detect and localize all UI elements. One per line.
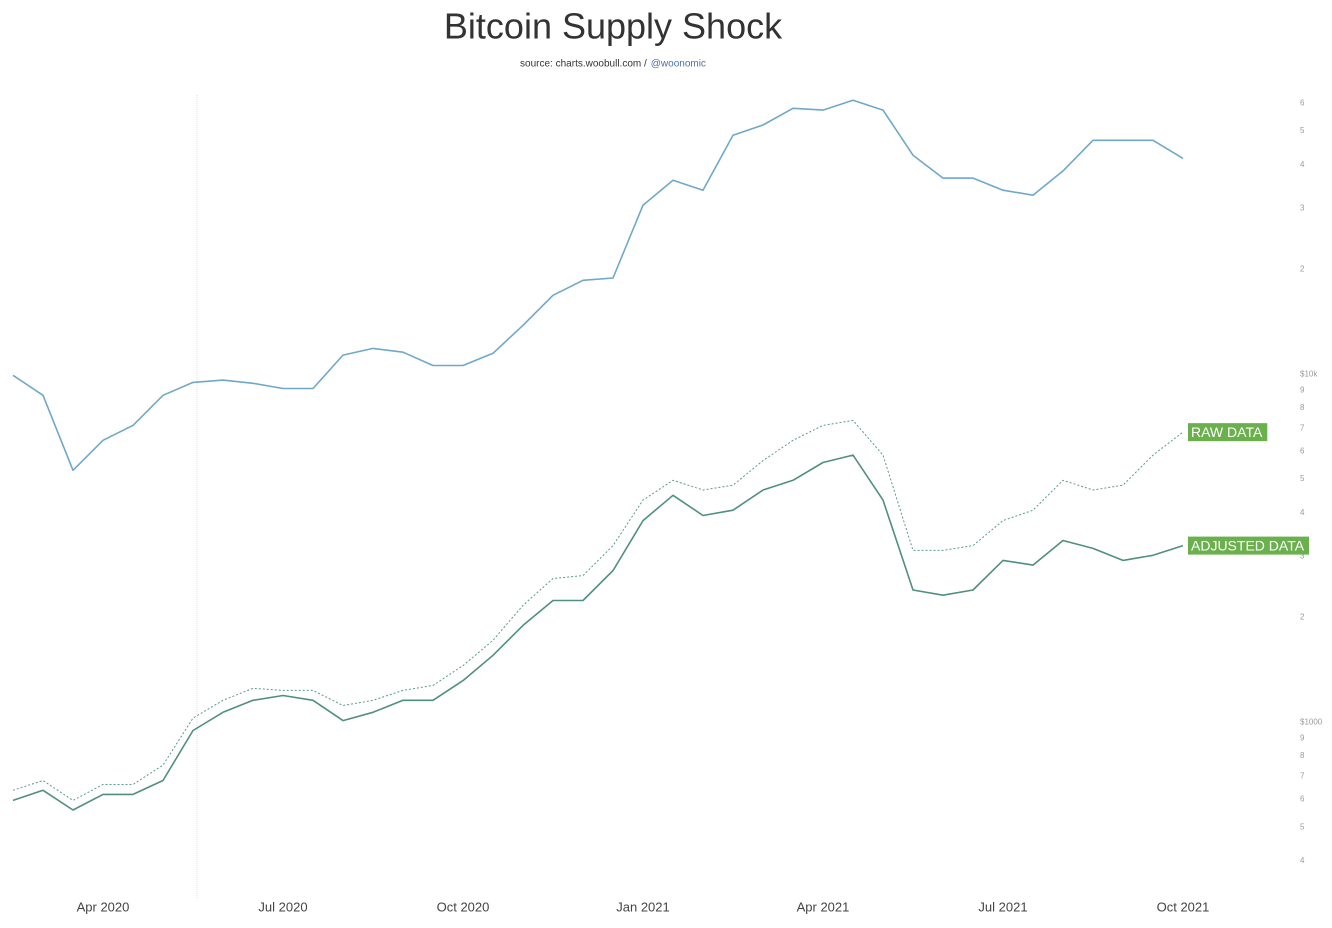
y-tick-label: 7	[1300, 423, 1305, 432]
y-tick-label: 5	[1300, 474, 1305, 483]
series-label: ADJUSTED DATA	[1188, 536, 1310, 555]
y-tick-label: 2	[1300, 613, 1305, 622]
series-label-box	[1188, 536, 1310, 555]
y-tick-label: 4	[1300, 160, 1305, 169]
y-tick-label: 6	[1300, 99, 1305, 108]
y-tick-label: 9	[1300, 733, 1305, 742]
y-tick-label: 8	[1300, 751, 1305, 760]
y-tick-label: 9	[1300, 385, 1305, 394]
y-tick-label: 3	[1300, 203, 1305, 212]
y-tick-label: 5	[1300, 126, 1305, 135]
chart-title: Bitcoin Supply Shock	[444, 6, 783, 47]
y-tick-label: 8	[1300, 403, 1305, 412]
x-tick-label: Oct 2021	[1157, 899, 1210, 914]
series-label-text: ADJUSTED DATA	[1191, 537, 1305, 553]
series-label-text: RAW DATA	[1191, 424, 1263, 440]
y-tick-label: 2	[1300, 265, 1305, 274]
series-line	[12, 454, 1184, 811]
y-tick-label: 4	[1300, 508, 1305, 517]
x-tick-label: Apr 2020	[77, 899, 130, 914]
y-tick-label: 6	[1300, 447, 1305, 456]
series-label-box	[1188, 423, 1268, 442]
y-tick-label: $1000	[1300, 718, 1323, 727]
x-tick-label: Jul 2021	[978, 899, 1027, 914]
chart-subtitle: source: charts.woobull.com /	[520, 59, 647, 70]
y-tick-label: 3	[1300, 551, 1305, 560]
y-tick-label: 4	[1300, 856, 1305, 865]
series-line	[12, 99, 1184, 472]
x-tick-label: Jul 2020	[258, 899, 307, 914]
subtitle-link[interactable]: @woonomic	[651, 59, 706, 70]
y-tick-label: $10k	[1300, 369, 1318, 378]
x-tick-label: Apr 2021	[797, 899, 850, 914]
y-tick-label: 6	[1300, 795, 1305, 804]
series-line	[12, 419, 1184, 801]
y-tick-label: 7	[1300, 771, 1305, 780]
series-label: RAW DATA	[1188, 423, 1268, 442]
y-tick-label: 5	[1300, 822, 1305, 831]
x-tick-label: Jan 2021	[616, 899, 670, 914]
x-tick-label: Oct 2020	[437, 899, 490, 914]
